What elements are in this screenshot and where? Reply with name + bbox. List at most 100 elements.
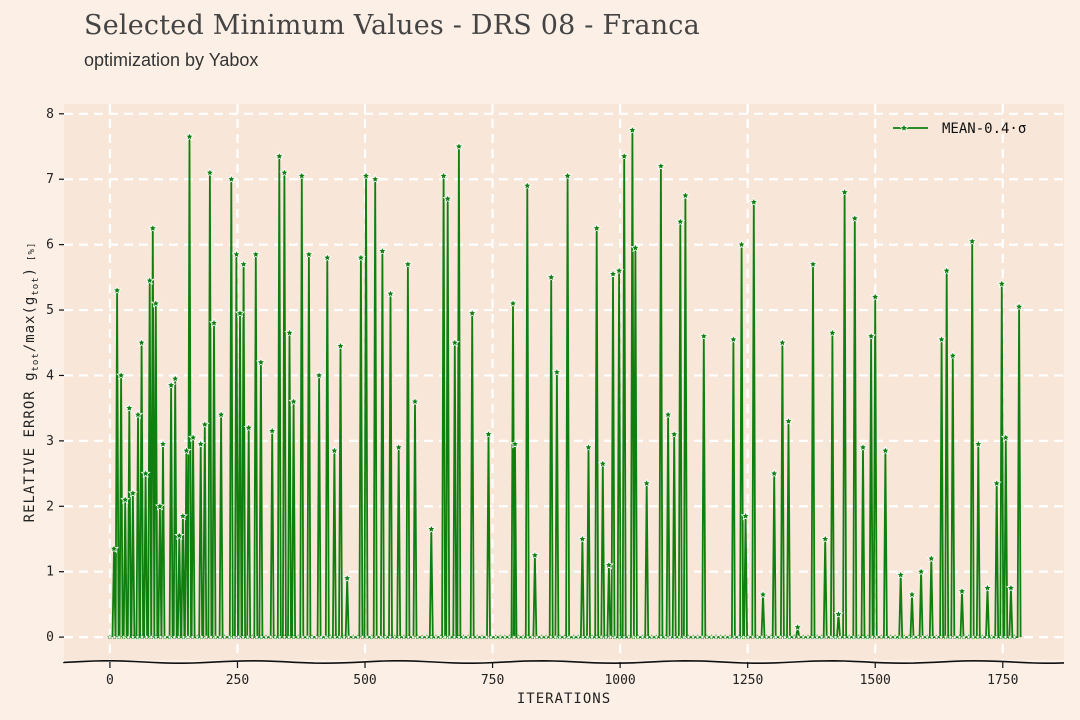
baseline-point <box>929 634 935 640</box>
baseline-point <box>465 634 471 640</box>
data-point <box>181 445 192 455</box>
data-point <box>140 468 151 478</box>
baseline-point <box>580 634 586 640</box>
baseline-point <box>332 634 338 640</box>
baseline-point <box>832 634 839 640</box>
baseline-point <box>203 634 210 640</box>
baseline-point <box>713 634 719 640</box>
data-point <box>827 327 838 338</box>
data-point <box>529 550 540 560</box>
baseline-point <box>566 634 572 640</box>
baseline-point <box>249 634 255 640</box>
baseline-point <box>240 634 246 640</box>
baseline-point <box>235 634 242 640</box>
data-point <box>147 223 158 233</box>
y-tick-label: 0 <box>46 630 54 645</box>
data-point <box>619 151 630 161</box>
data-point <box>314 370 325 380</box>
baseline-point <box>1007 634 1013 640</box>
baseline-point <box>828 634 834 640</box>
data-point <box>728 334 739 344</box>
baseline-point <box>534 634 540 640</box>
baseline-point <box>603 634 609 640</box>
data-point <box>957 586 967 596</box>
baseline-point <box>529 634 536 640</box>
baseline-point <box>166 634 173 640</box>
data-point <box>870 291 881 302</box>
y-tick-label: 5 <box>46 303 54 318</box>
baseline-point <box>773 634 779 640</box>
baseline-point <box>855 634 862 640</box>
data-point <box>335 340 346 351</box>
baseline-point <box>818 634 825 640</box>
data-point <box>393 442 404 452</box>
baseline-point <box>309 634 315 640</box>
baseline-point <box>795 634 802 640</box>
data-point <box>243 422 254 433</box>
baseline-point <box>391 634 398 640</box>
baseline-point <box>313 634 320 640</box>
baseline-point <box>938 634 944 640</box>
baseline-point <box>318 634 324 640</box>
baseline-point <box>180 634 187 640</box>
baseline-point <box>901 634 908 640</box>
data-point <box>597 458 608 469</box>
data-point <box>947 350 958 361</box>
baseline-point <box>368 634 375 640</box>
data-point <box>288 396 299 406</box>
baseline-point <box>488 634 494 640</box>
baseline-point <box>382 634 389 640</box>
baseline-point <box>263 634 269 640</box>
baseline-point <box>933 634 940 640</box>
baseline-point <box>896 634 903 640</box>
baseline-point <box>525 634 531 640</box>
baseline-point <box>1011 634 1018 640</box>
data-point <box>820 533 831 544</box>
baseline-point <box>676 634 683 640</box>
baseline-point <box>635 634 641 640</box>
data-point <box>562 170 573 181</box>
legend-star-icon <box>899 122 909 133</box>
baseline-point <box>373 634 379 640</box>
data-point <box>158 438 168 449</box>
baseline-point <box>621 634 628 640</box>
data-point <box>641 478 652 488</box>
baseline-point <box>143 634 150 640</box>
baseline-point <box>300 634 306 640</box>
baseline-point <box>837 634 843 640</box>
baseline-point <box>658 634 664 640</box>
baseline-point <box>584 634 591 640</box>
data-point <box>777 337 788 348</box>
data-point <box>591 223 602 233</box>
baseline-point <box>745 634 752 640</box>
baseline-point <box>892 634 898 640</box>
data-point <box>385 288 396 298</box>
chart-subtitle: optimization by Yabox <box>84 50 259 70</box>
baseline-point <box>878 634 885 640</box>
baseline-point <box>681 634 687 640</box>
data-point <box>150 298 161 308</box>
baseline-point <box>511 634 517 640</box>
baseline-point <box>396 634 403 640</box>
data-point <box>284 327 295 338</box>
data-point <box>177 510 188 521</box>
data-point <box>342 572 353 583</box>
data-point <box>133 409 143 419</box>
baseline-point <box>965 634 972 640</box>
data-point <box>235 308 245 318</box>
baseline-point <box>139 634 145 640</box>
data-point <box>808 259 818 269</box>
baseline-point <box>336 634 343 640</box>
data-point <box>267 425 278 436</box>
data-point <box>238 259 249 269</box>
baseline-point <box>125 634 132 640</box>
baseline-point <box>341 634 347 640</box>
y-tick-label: 8 <box>46 107 54 122</box>
chart-title: Selected Minimum Values - DRS 08 - Franc… <box>84 10 700 41</box>
baseline-point <box>208 634 214 640</box>
baseline-point <box>915 634 921 640</box>
data-point <box>941 265 952 276</box>
data-point <box>508 298 518 308</box>
baseline-point <box>671 634 678 640</box>
